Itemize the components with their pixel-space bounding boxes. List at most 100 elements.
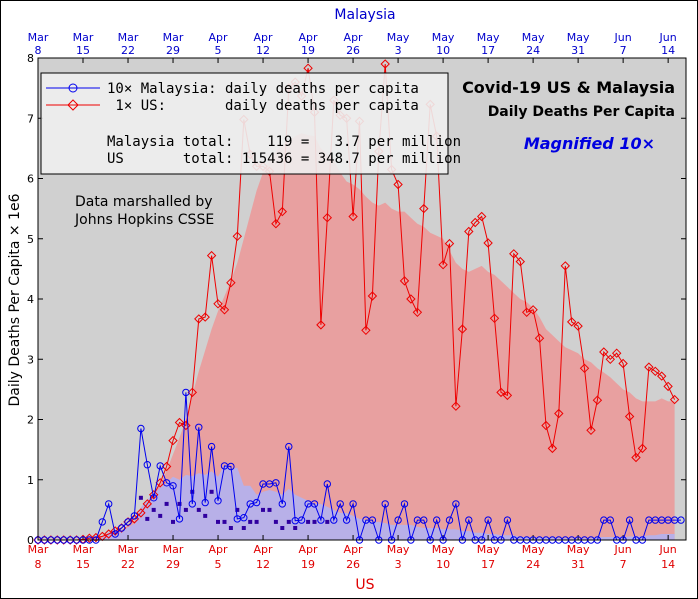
us-daily-point [605, 354, 616, 365]
chart-title: Covid-19 US & Malaysia [462, 78, 675, 97]
us-daily-point [528, 305, 538, 315]
x-bottom-tick-day: 17 [481, 558, 495, 571]
x-top-tick-month: May [387, 31, 410, 44]
malaysia-daily-point [317, 516, 325, 524]
malaysia-daily-point [330, 516, 338, 524]
malaysia-daily-point [445, 516, 454, 524]
malaysia-daily-marker [164, 501, 169, 506]
us-daily-point [650, 366, 661, 377]
us-daily-point [618, 358, 628, 369]
x-bottom-tick-day: 24 [526, 558, 540, 571]
x-top-tick-month: Apr [209, 31, 229, 44]
malaysia-daily-marker [196, 507, 201, 512]
chart-subtitle: Daily Deaths Per Capita [488, 104, 675, 120]
malaysia-daily-marker [151, 507, 156, 512]
x-bottom-tick-day: 10 [436, 558, 450, 571]
malaysia-daily-point [297, 516, 306, 524]
malaysia-daily-marker [306, 519, 311, 524]
us-daily-point [534, 333, 545, 343]
malaysia-daily-marker [216, 519, 220, 524]
us-daily-point [586, 425, 596, 436]
malaysia-daily-marker [177, 501, 182, 506]
x-bottom-tick-day: 7 [620, 558, 627, 571]
malaysia-daily-point [188, 500, 197, 508]
y-tick-label: 2 [27, 414, 34, 427]
us-daily-point [611, 348, 622, 358]
malaysia-daily-marker [203, 513, 208, 518]
x-top-tick-day: 17 [481, 44, 495, 57]
us-daily-point [200, 312, 210, 322]
us-daily-point [136, 508, 146, 518]
x-top-tick-month: Mar [163, 31, 184, 44]
malaysia-daily-point [182, 388, 190, 397]
x-bottom-tick-month: Mar [28, 543, 49, 556]
malaysia-daily-point [227, 462, 235, 471]
magnified-annotation: Magnified 10× [524, 134, 655, 153]
malaysia-daily-point [105, 500, 113, 508]
malaysia-daily-marker [254, 519, 259, 524]
us-daily-point [515, 256, 526, 267]
malaysia-daily-point [400, 500, 409, 508]
malaysia-daily-marker [158, 513, 163, 518]
y-tick-label: 4 [27, 293, 34, 306]
us-daily-point [393, 179, 403, 190]
malaysia-daily-point [207, 442, 216, 451]
us-daily-point [174, 417, 185, 428]
us-daily-point [206, 250, 217, 261]
x-bottom-tick-month: Mar [73, 543, 94, 556]
malaysia-daily-point [156, 462, 164, 470]
us-daily-point [181, 420, 191, 431]
x-top-tick-day: 22 [121, 44, 135, 57]
x-bottom-tick-day: 26 [346, 558, 360, 571]
us-daily-point [573, 321, 583, 331]
malaysia-daily-point [452, 500, 460, 508]
x-bottom-tick-month: May [432, 543, 455, 556]
x-top-tick-day: 29 [166, 44, 180, 57]
malaysia-daily-point [677, 516, 685, 524]
x-top-tick-month: Mar [73, 31, 94, 44]
us-daily-point [554, 408, 564, 419]
malaysia-daily-marker [312, 519, 317, 524]
us-daily-point [476, 211, 487, 222]
x-bottom-tick-month: May [567, 543, 590, 556]
legend-us-text: 1× US: daily deaths per capita [107, 98, 419, 114]
malaysia-daily-point [143, 461, 152, 469]
us-daily-point [406, 294, 416, 304]
x-bottom-tick-month: Mar [118, 543, 139, 556]
malaysia-daily-point [625, 516, 634, 524]
y-tick-label: 7 [27, 112, 34, 125]
malaysia-daily-point [272, 479, 280, 487]
x-bottom-tick-month: May [477, 543, 500, 556]
us-daily-point [451, 401, 461, 411]
malaysia-daily-point [124, 518, 132, 526]
us-daily-point [579, 363, 590, 374]
tick-marks [37, 57, 686, 541]
malaysia-daily-point [310, 500, 319, 508]
malaysia-daily-point [349, 500, 357, 508]
y-tick-label: 1 [27, 474, 34, 487]
us-daily-point [412, 307, 423, 318]
source-note-line1: Data marshalled by [75, 194, 213, 210]
malaysia-daily-marker [209, 489, 214, 494]
us-daily-point [348, 211, 358, 222]
malaysia-daily-point [240, 514, 248, 522]
us-daily-point [219, 305, 230, 315]
y-tick-label: 3 [27, 353, 34, 366]
malaysia-daily-point [323, 480, 331, 488]
malaysia-daily-point [117, 524, 126, 532]
malaysia-daily-point [98, 518, 107, 526]
x-top-tick-month: Mar [118, 31, 139, 44]
malaysia-daily-point [484, 516, 492, 524]
x-bottom-tick-day: 14 [661, 558, 675, 571]
us-daily-point [148, 490, 159, 500]
malaysia-daily-point [465, 516, 473, 524]
x-bottom-tick-month: Jun [659, 543, 677, 556]
us-daily-point [161, 461, 172, 472]
us-daily-point [656, 371, 667, 381]
malaysia-daily-point [175, 515, 184, 523]
malaysia-average-area [38, 464, 675, 540]
malaysia-daily-point [433, 516, 441, 524]
y-tick-label: 5 [27, 233, 34, 246]
x-bottom-tick-day: 29 [166, 558, 180, 571]
malaysia-daily-point [381, 500, 389, 508]
